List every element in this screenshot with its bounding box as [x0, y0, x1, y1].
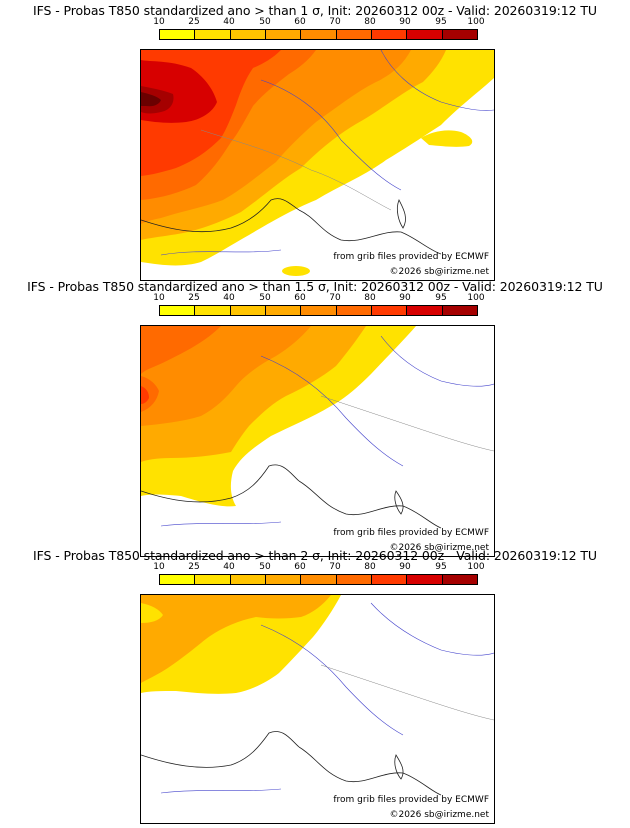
probability-map: from grib files provided by ECMWF ©2026 …: [140, 594, 495, 824]
colorbar-swatch: [371, 306, 408, 315]
colorbar-swatch: [442, 575, 477, 584]
colorbar-tick: 25: [188, 293, 200, 303]
colorbar-swatch: [371, 575, 408, 584]
panel-3: IFS - Probas T850 standardized ano > tha…: [0, 548, 630, 824]
colorbar-tick: 10: [153, 17, 165, 27]
colorbar-swatches: [159, 574, 478, 585]
panel-1: IFS - Probas T850 standardized ano > tha…: [0, 3, 630, 281]
colorbar-tick: 50: [259, 17, 271, 27]
colorbar-swatch: [407, 575, 443, 584]
colorbar-tick: 70: [329, 293, 341, 303]
colorbar-tick: 80: [364, 17, 376, 27]
copyright-credit: ©2026 sb@irizme.net: [389, 543, 489, 553]
colorbar-swatch: [336, 30, 372, 39]
colorbar-tick: 90: [399, 562, 411, 572]
colorbar-tick: 40: [223, 293, 235, 303]
colorbar-tick: 10: [153, 562, 165, 572]
colorbar-swatch: [195, 30, 231, 39]
colorbar-tick: 40: [223, 562, 235, 572]
colorbar-tick: 100: [467, 17, 485, 27]
colorbar-swatch: [301, 575, 337, 584]
colorbar-swatch: [407, 30, 443, 39]
panel-title: IFS - Probas T850 standardized ano > tha…: [33, 548, 597, 563]
data-source-credit: from grib files provided by ECMWF: [333, 528, 489, 538]
colorbar-tick: 95: [435, 562, 447, 572]
colorbar-tick: 70: [329, 562, 341, 572]
colorbar-swatch: [336, 575, 372, 584]
colorbar-swatch: [336, 306, 372, 315]
colorbar-swatch: [160, 575, 196, 584]
colorbar-tick: 60: [294, 293, 306, 303]
colorbar-swatch: [371, 30, 408, 39]
colorbar-swatch: [301, 306, 337, 315]
colorbar-tick: 95: [435, 17, 447, 27]
colorbar-tick: 70: [329, 17, 341, 27]
colorbar: 10 25 40 50 60 70 80 90 95 100: [141, 17, 485, 41]
colorbar-swatch: [230, 30, 266, 39]
colorbar-tick: 25: [188, 17, 200, 27]
colorbar-tick: 95: [435, 293, 447, 303]
colorbar-swatches: [159, 305, 478, 316]
colorbar-swatch: [301, 30, 337, 39]
probability-map: from grib files provided by ECMWF ©2026 …: [140, 49, 495, 281]
colorbar-tick: 100: [467, 293, 485, 303]
colorbar-swatch: [265, 30, 302, 39]
map-graphic: [141, 326, 494, 529]
data-source-credit: from grib files provided by ECMWF: [333, 795, 489, 805]
colorbar-swatch: [230, 575, 266, 584]
copyright-credit: ©2026 sb@irizme.net: [389, 810, 489, 820]
colorbar-swatch: [160, 30, 196, 39]
probability-map: from grib files provided by ECMWF ©2026 …: [140, 325, 495, 557]
colorbar-tick: 50: [259, 562, 271, 572]
panel-title: IFS - Probas T850 standardized ano > tha…: [27, 279, 603, 294]
colorbar-swatch: [265, 575, 302, 584]
colorbar: 10 25 40 50 60 70 80 90 95 100: [141, 293, 485, 317]
colorbar-swatch: [160, 306, 196, 315]
colorbar-tick: 80: [364, 293, 376, 303]
colorbar-tick: 80: [364, 562, 376, 572]
map-graphic: [141, 595, 494, 796]
colorbar-tick: 50: [259, 293, 271, 303]
colorbar-swatch: [230, 306, 266, 315]
colorbar-tick: 25: [188, 562, 200, 572]
panel-title: IFS - Probas T850 standardized ano > tha…: [33, 3, 597, 18]
colorbar-swatch: [195, 575, 231, 584]
colorbar-tick: 40: [223, 17, 235, 27]
colorbar-tick: 60: [294, 562, 306, 572]
data-source-credit: from grib files provided by ECMWF: [333, 252, 489, 262]
colorbar-swatch: [265, 306, 302, 315]
colorbar: 10 25 40 50 60 70 80 90 95 100: [141, 562, 485, 586]
colorbar-tick: 100: [467, 562, 485, 572]
colorbar-swatch: [442, 30, 477, 39]
copyright-credit: ©2026 sb@irizme.net: [389, 267, 489, 277]
panel-2: IFS - Probas T850 standardized ano > tha…: [0, 279, 630, 557]
colorbar-swatch: [407, 306, 443, 315]
colorbar-tick: 10: [153, 293, 165, 303]
colorbar-tick: 60: [294, 17, 306, 27]
colorbar-swatch: [442, 306, 477, 315]
map-graphic: [141, 50, 494, 276]
colorbar-tick: 90: [399, 293, 411, 303]
colorbar-swatches: [159, 29, 478, 40]
colorbar-swatch: [195, 306, 231, 315]
colorbar-tick: 90: [399, 17, 411, 27]
